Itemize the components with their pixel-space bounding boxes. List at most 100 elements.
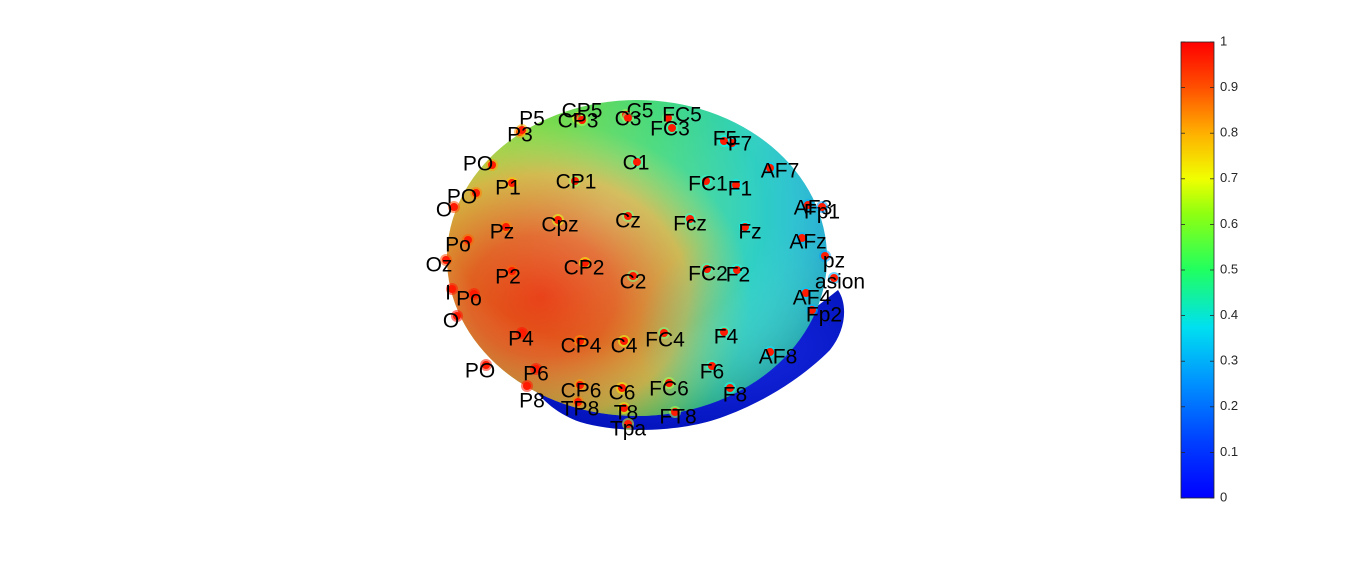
electrode-label: CP5 — [562, 100, 603, 123]
electrode-marker — [618, 384, 626, 392]
electrode-marker — [502, 223, 510, 231]
electrode-fp2: Fp2 — [806, 304, 842, 327]
electrode-cp6: CP6 — [561, 379, 602, 403]
electrode-asion: asion — [815, 271, 865, 294]
electrode-fc4: FC4 — [645, 327, 685, 352]
electrode-marker — [720, 137, 728, 145]
electrode-marker — [720, 328, 728, 336]
electrode-label: C4 — [611, 335, 638, 358]
electrode-marker — [818, 203, 826, 211]
electrode-marker — [554, 216, 562, 224]
electrode-marker — [453, 312, 461, 320]
electrode-marker — [732, 181, 740, 189]
electrode-label: P3 — [507, 124, 533, 147]
electrode-marker — [620, 337, 628, 345]
electrode-t8: T8 — [614, 402, 639, 425]
electrode-label: C3 — [615, 108, 642, 131]
electrode-label: TP8 — [561, 398, 600, 421]
electrode-label: FT8 — [659, 406, 696, 429]
electrode-marker — [629, 272, 637, 280]
electrode-p8: P8 — [519, 380, 545, 413]
electrode-marker — [671, 408, 679, 416]
electrode-marker — [581, 259, 589, 267]
electrode-marker — [708, 362, 716, 370]
electrode-label: Po — [445, 234, 471, 257]
colorbar-tick-label: 0.7 — [1220, 170, 1238, 185]
electrode-label: F2 — [726, 264, 751, 287]
electrode-marker — [798, 234, 806, 242]
electrode-pz: Pz — [490, 221, 515, 244]
electrode-marker — [448, 285, 456, 293]
electrode-fc1: FC1 — [688, 173, 728, 196]
electrode-label: P2 — [495, 266, 521, 289]
electrode-c2: C2 — [620, 270, 647, 294]
electrode-marker — [472, 189, 480, 197]
electrode-marker — [482, 361, 490, 369]
electrode-label: C2 — [620, 271, 647, 294]
electrode-tp8: TP8 — [561, 396, 600, 421]
electrode-fc5: FC5 — [662, 104, 702, 127]
electrode-label: PO — [465, 360, 495, 383]
colorbar-tick-label: 0.2 — [1220, 398, 1238, 413]
electrode-c1: C1 — [623, 152, 650, 175]
electrode-label: P1 — [495, 177, 521, 200]
electrode-marker — [624, 420, 632, 428]
electrode-marker — [576, 337, 584, 345]
electrode-p4: P4 — [508, 327, 534, 351]
electrode-label: F6 — [700, 361, 725, 384]
electrode-label: Fcz — [673, 213, 707, 236]
electrode-label: CP1 — [556, 171, 597, 194]
electrode-marker — [532, 365, 540, 373]
electrode-cp4: CP4 — [561, 335, 602, 358]
electrode-p2: P2 — [495, 265, 521, 289]
electrode-label: CP2 — [564, 257, 605, 280]
electrode-label: C6 — [609, 382, 636, 405]
electrode-label: FC5 — [662, 104, 702, 127]
electrode-marker — [518, 329, 526, 337]
electrode-label: F8 — [723, 384, 748, 407]
electrode-marker — [624, 114, 632, 122]
electrode-label: CP3 — [558, 110, 599, 133]
electrode-marker — [733, 266, 741, 274]
electrode-fz: Fz — [738, 221, 761, 244]
electrode-marker — [830, 274, 838, 282]
electrode-fc6: FC6 — [649, 377, 689, 401]
electrode-marker — [702, 177, 710, 185]
electrode-c3: C3 — [615, 108, 642, 131]
electrode-label: Pz — [490, 221, 515, 244]
electrode-marker — [488, 161, 496, 169]
electrode-cz: Cz — [615, 210, 641, 233]
electrode-label: Cz — [615, 210, 641, 233]
electrode-f1: F1 — [728, 178, 753, 201]
electrode-marker — [741, 223, 749, 231]
electrode-marker — [571, 177, 579, 185]
electrode-marker — [576, 381, 584, 389]
electrode-po: Po — [456, 288, 482, 311]
electrode-marker — [660, 329, 668, 337]
electrode-cpz: Cpz — [541, 214, 578, 237]
electrode-p1: P1 — [495, 177, 521, 200]
electrode-f2: F2 — [726, 264, 751, 287]
electrode-ft8: FT8 — [659, 406, 696, 429]
electrode-label: FC3 — [650, 118, 690, 141]
electrode-po: Po — [445, 234, 474, 257]
electrode-label: CP6 — [561, 380, 602, 403]
electrode-label: P5 — [519, 108, 545, 131]
electrode-label: AF4 — [793, 287, 832, 310]
colorbar-tick-label: 0.4 — [1220, 307, 1238, 322]
electrode-marker — [620, 404, 628, 412]
electrode-marker — [802, 289, 810, 297]
electrode-po: PO — [463, 153, 498, 176]
electrode-label: Cpz — [541, 214, 578, 237]
electrode-f6: F6 — [700, 360, 725, 384]
electrode-pz: pz — [819, 250, 845, 273]
electrode-f7: F7 — [726, 133, 752, 156]
electrode-label: P4 — [508, 328, 534, 351]
electrode-label: F4 — [714, 326, 739, 349]
electrode-p6: P6 — [523, 363, 549, 386]
electrode-label: FC6 — [649, 378, 689, 401]
electrode-marker — [804, 201, 812, 209]
electrode-marker — [442, 256, 450, 264]
electrode-label: P6 — [523, 363, 549, 386]
